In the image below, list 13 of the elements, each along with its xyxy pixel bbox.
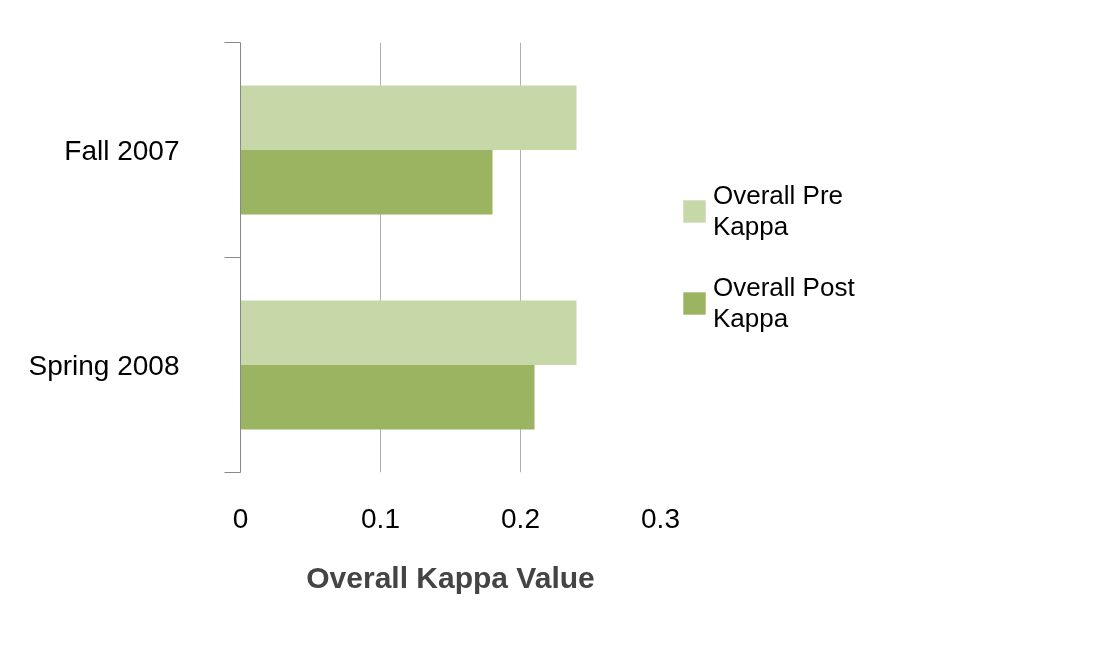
x-tick-label: 0.3 (641, 502, 680, 534)
legend-label: Overall Pre Kappa (713, 180, 844, 242)
legend-label: Overall Post Kappa (713, 272, 855, 334)
x-axis-title: Overall Kappa Value (306, 560, 595, 594)
y-tick-label: Fall 2007 (64, 134, 180, 166)
bar (240, 365, 535, 430)
x-tick-label: 0.1 (361, 502, 400, 534)
bar (240, 300, 577, 365)
bar (240, 150, 493, 215)
x-tick-label: 0.2 (501, 502, 540, 534)
bar (240, 85, 577, 150)
y-tick-label: Spring 2008 (28, 349, 180, 381)
x-tick-label: 0 (232, 502, 249, 534)
